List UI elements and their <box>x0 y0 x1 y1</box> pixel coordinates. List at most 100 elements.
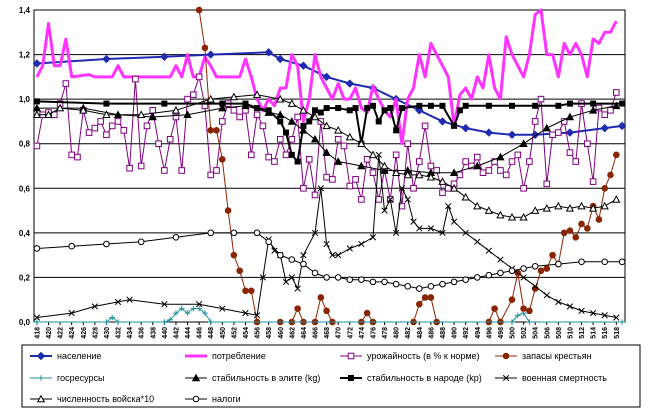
data-point <box>219 156 226 163</box>
data-point <box>531 262 539 270</box>
data-point <box>310 112 320 121</box>
data-point <box>588 203 598 212</box>
data-point <box>103 240 110 248</box>
data-point <box>172 113 180 121</box>
data-point <box>161 319 168 325</box>
x-tick-label: 450 <box>220 327 227 339</box>
data-point <box>462 276 469 283</box>
x-tick-label: 514 <box>591 327 598 339</box>
data-point <box>519 212 528 221</box>
data-point <box>294 285 301 292</box>
series-4 <box>195 6 620 326</box>
data-point <box>381 107 388 114</box>
x-tick-label: 470 <box>336 327 343 339</box>
data-point <box>588 105 598 114</box>
legend-item: госресурсы <box>30 373 104 383</box>
data-point <box>312 107 319 114</box>
data-point <box>549 131 556 139</box>
legend-label: налоги <box>212 394 241 404</box>
legend-label: численность войска*10 <box>57 394 154 404</box>
data-point <box>33 98 40 105</box>
data-point <box>178 305 185 312</box>
data-point <box>485 167 493 174</box>
data-point <box>300 251 307 259</box>
data-point <box>305 156 313 163</box>
x-tick-label: 428 <box>92 327 99 339</box>
series-8 <box>33 151 620 321</box>
data-point <box>137 110 146 119</box>
data-point <box>288 256 296 263</box>
data-point <box>161 167 168 174</box>
data-point <box>462 229 469 237</box>
data-point <box>218 103 227 112</box>
data-point <box>230 229 238 237</box>
data-point <box>97 118 104 125</box>
data-point <box>206 94 215 103</box>
data-point <box>543 180 551 188</box>
data-point <box>364 105 371 112</box>
data-point <box>253 312 261 319</box>
data-point <box>427 225 435 232</box>
data-point <box>572 158 580 165</box>
data-point <box>322 148 331 156</box>
data-point <box>85 129 93 136</box>
legend-item: стабильность в народе (kp) <box>340 373 482 383</box>
data-point <box>451 122 458 129</box>
data-point <box>462 102 469 109</box>
series-10 <box>33 229 626 292</box>
data-point <box>195 73 203 81</box>
data-point <box>242 287 249 295</box>
data-point <box>346 245 353 252</box>
legend-item: стабильность в элите (kg) <box>185 373 320 383</box>
series-1 <box>32 48 627 140</box>
data-point <box>449 183 459 192</box>
data-point <box>334 274 342 281</box>
data-point <box>543 265 551 272</box>
data-point <box>484 206 493 214</box>
data-point <box>219 305 226 312</box>
data-point <box>497 167 504 174</box>
data-point <box>433 167 440 174</box>
x-tick-label: 512 <box>579 327 586 339</box>
data-point <box>346 182 354 190</box>
y-tick-label: 0,0 <box>19 318 31 327</box>
data-point <box>566 149 574 156</box>
x-tick-label: 518 <box>614 327 621 339</box>
data-point <box>403 170 412 179</box>
data-point <box>555 129 562 136</box>
x-tick-label: 482 <box>405 327 412 339</box>
data-point <box>352 105 359 112</box>
data-point <box>369 234 377 241</box>
data-point <box>416 102 423 109</box>
data-point <box>491 305 498 312</box>
data-point <box>508 158 516 165</box>
data-point <box>520 274 527 281</box>
x-tick-label: 494 <box>475 327 482 339</box>
data-point <box>201 44 209 52</box>
data-point <box>519 139 528 148</box>
x-tick-label: 458 <box>266 327 273 339</box>
series-line <box>36 105 617 174</box>
data-point <box>32 59 42 68</box>
data-point <box>253 229 261 237</box>
y-tick-label: 0,2 <box>19 273 31 282</box>
data-point <box>207 127 215 134</box>
data-point <box>207 229 215 237</box>
legend-item: запасы крестьян <box>495 351 592 361</box>
y-tick-label: 0,4 <box>19 229 31 238</box>
data-point <box>520 184 527 192</box>
data-point <box>543 292 550 299</box>
y-tick-label: 1,2 <box>19 51 31 60</box>
data-point <box>323 105 330 112</box>
data-point <box>438 117 447 126</box>
data-point <box>427 102 434 109</box>
data-point <box>387 196 394 203</box>
data-point <box>323 274 330 281</box>
data-point <box>183 110 192 119</box>
data-point <box>439 189 446 197</box>
data-point <box>479 169 487 176</box>
data-point <box>387 105 394 112</box>
data-point <box>601 312 608 319</box>
data-point <box>369 169 377 176</box>
data-point <box>566 100 573 107</box>
